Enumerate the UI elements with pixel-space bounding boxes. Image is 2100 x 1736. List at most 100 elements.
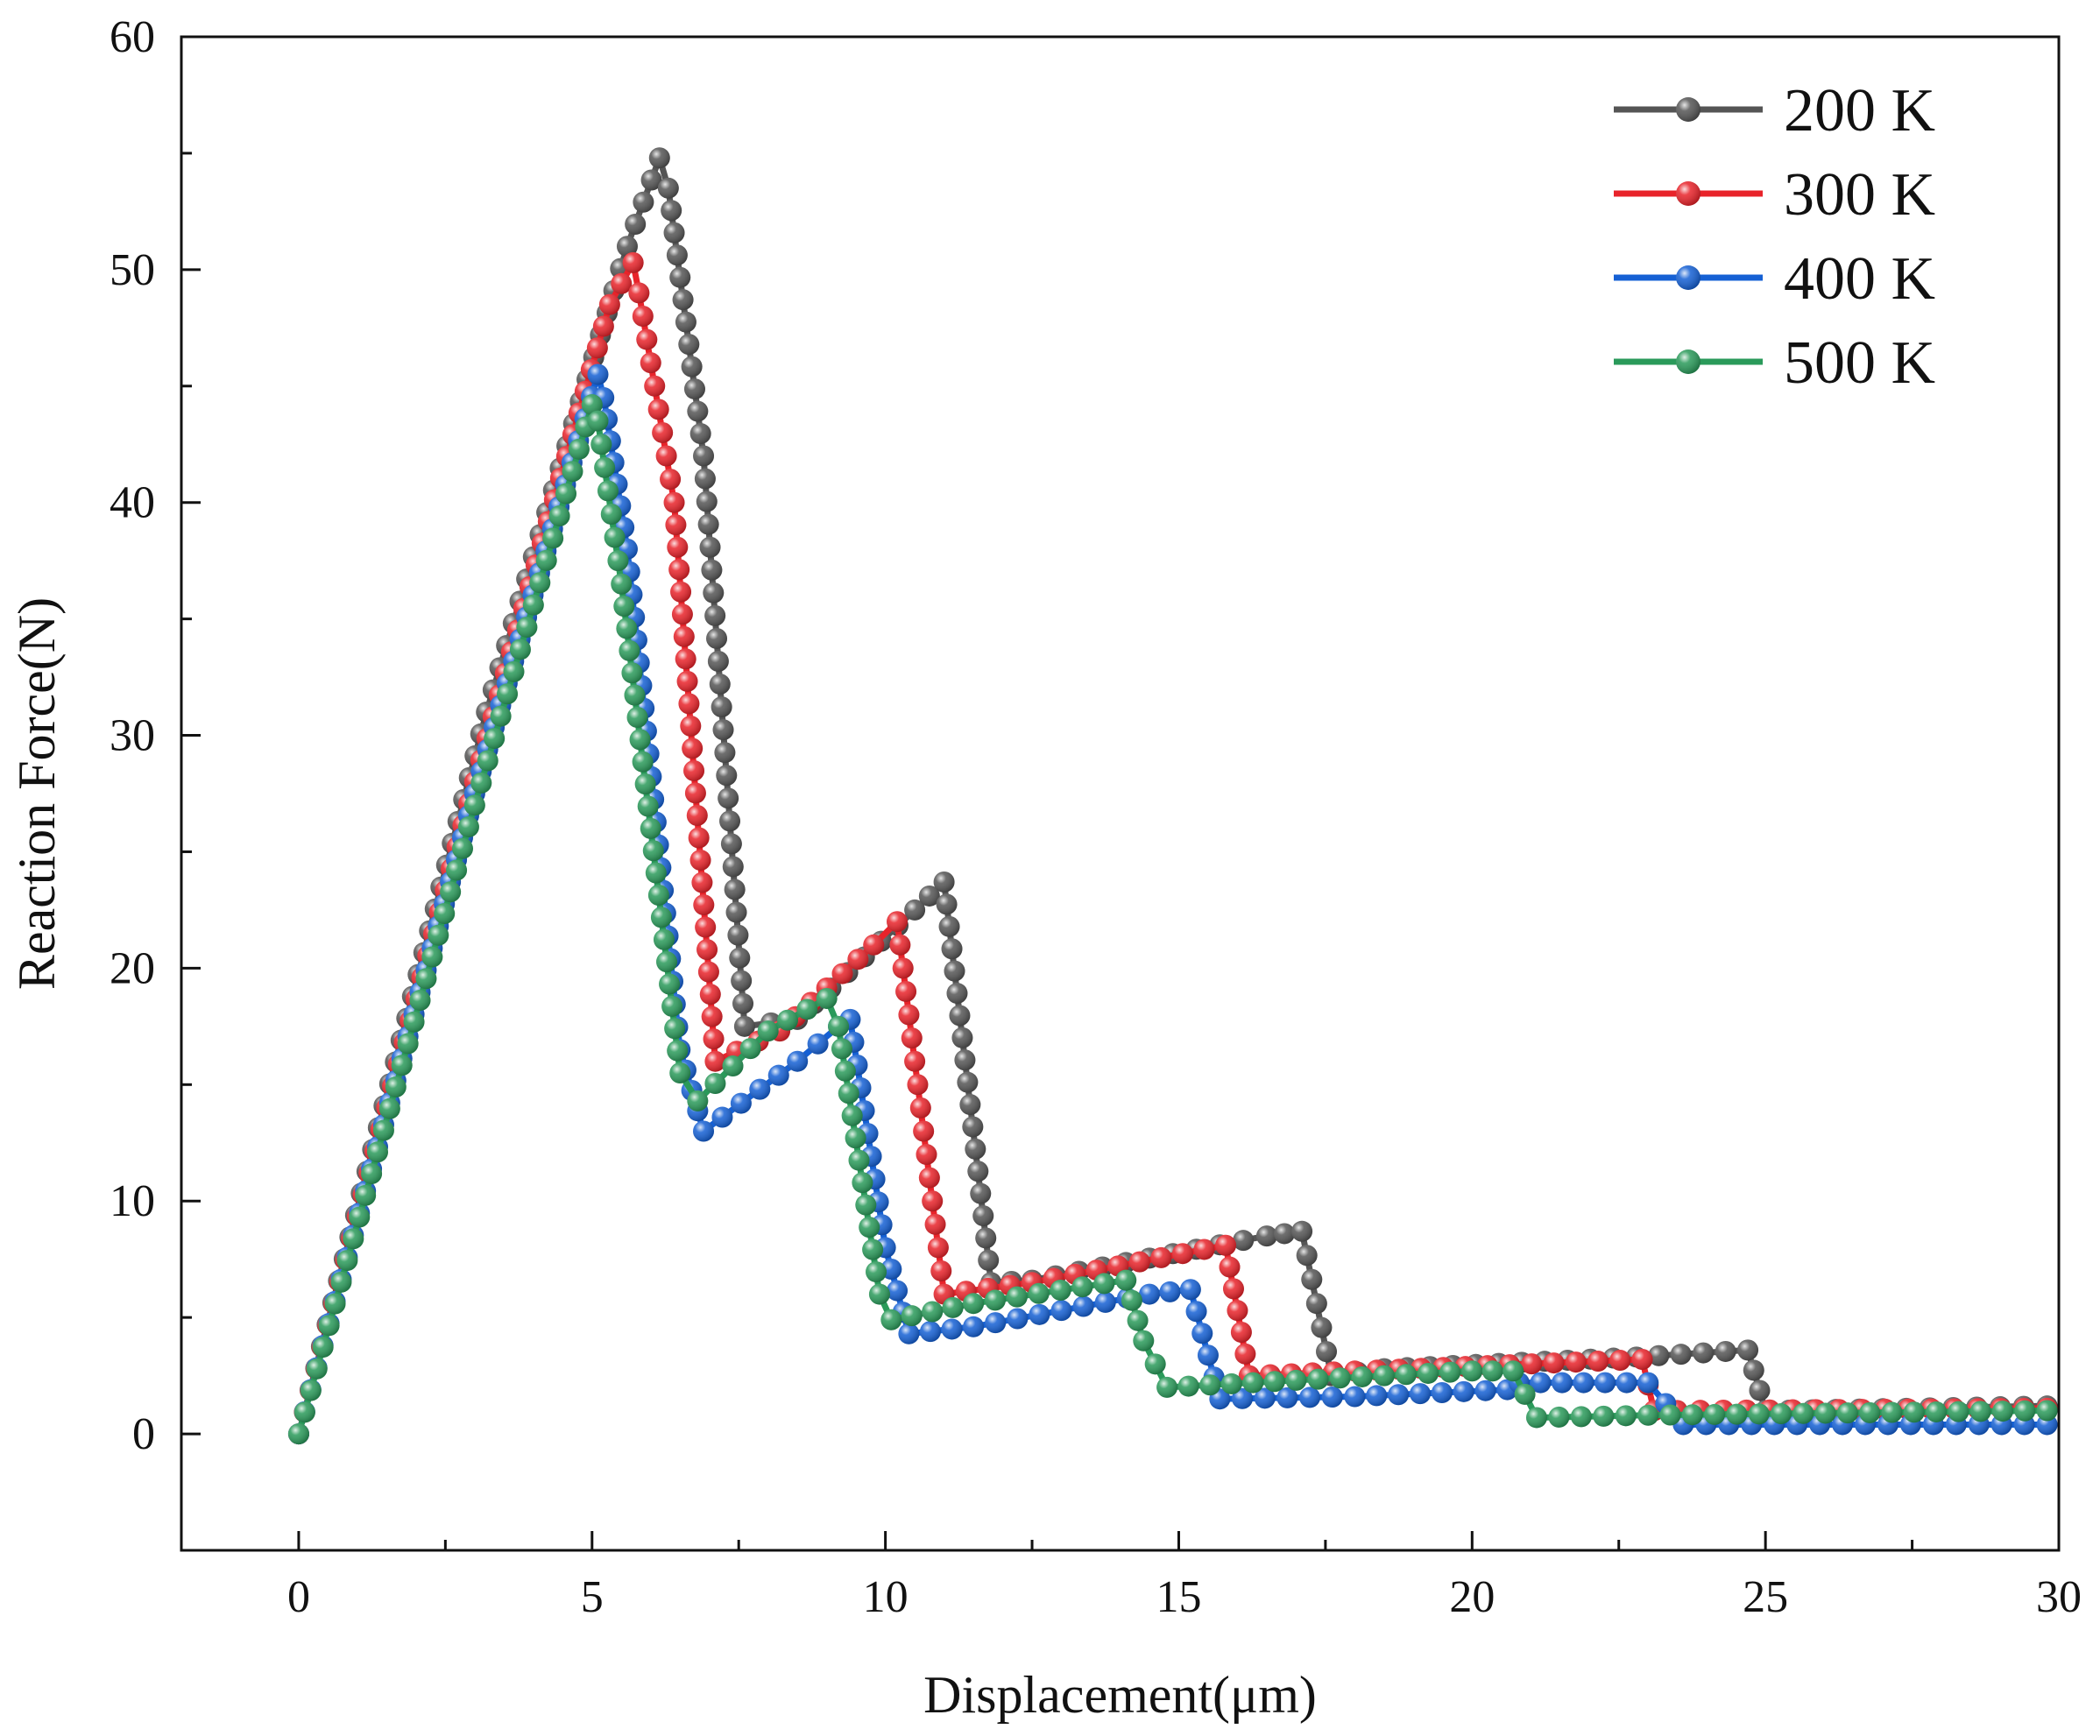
data-point-shading <box>855 1194 877 1216</box>
data-point-shading <box>691 872 713 893</box>
data-point-shading <box>625 214 647 236</box>
x-tick-label: 25 <box>1743 1572 1788 1622</box>
data-point-shading <box>841 1104 863 1126</box>
data-point-shading <box>1409 1383 1431 1405</box>
data-point-shading <box>887 911 909 933</box>
data-point-shading <box>336 1250 358 1272</box>
data-point-shading <box>922 1301 944 1323</box>
data-point-shading <box>951 1027 973 1048</box>
data-point-shading <box>1648 1344 1670 1366</box>
data-point-shading <box>1299 1387 1321 1408</box>
data-point-shading <box>689 423 711 445</box>
data-point-shading <box>647 885 669 907</box>
data-point-shading <box>1570 1406 1592 1428</box>
data-point-shading <box>930 1260 952 1281</box>
data-point-shading <box>1138 1283 1160 1305</box>
data-point-shading <box>1551 1372 1573 1394</box>
data-point-shading <box>656 951 678 973</box>
data-point-shading <box>330 1271 352 1293</box>
data-point-shading <box>484 728 506 750</box>
data-point-shading <box>1301 1268 1323 1290</box>
data-point-shading <box>868 1283 890 1305</box>
data-point-shading <box>695 916 717 938</box>
data-point-shading <box>673 625 695 647</box>
data-point-shading <box>616 617 638 639</box>
data-point-shading <box>965 1138 986 1160</box>
data-point-shading <box>703 582 725 603</box>
data-point-shading <box>660 469 682 490</box>
data-point-shading <box>916 1144 937 1166</box>
data-point-shading <box>942 1296 964 1318</box>
data-point-shading <box>669 266 691 288</box>
data-point-shading <box>604 526 626 548</box>
legend-item: 200 K <box>1614 77 1935 145</box>
data-point-shading <box>636 328 658 350</box>
data-point-shading <box>970 1182 992 1204</box>
data-point-shading <box>1948 1401 1969 1422</box>
data-point-shading <box>1230 1321 1252 1343</box>
data-point-shading <box>287 1423 309 1445</box>
data-point-shading <box>509 639 531 660</box>
data-point-shading <box>680 715 702 737</box>
data-point-shading <box>1926 1401 1948 1422</box>
data-point-shading <box>366 1141 388 1163</box>
data-point-shading <box>898 1323 920 1344</box>
data-point-shading <box>497 683 519 705</box>
data-point-shading <box>1185 1301 1207 1323</box>
data-point-shading <box>1094 1291 1116 1313</box>
data-point-shading <box>361 1163 383 1185</box>
legend-swatch-shading <box>1676 181 1701 206</box>
data-point-shading <box>1453 1380 1474 1402</box>
y-tick-label: 10 <box>110 1176 155 1226</box>
data-point-shading <box>848 1149 870 1171</box>
data-point-shading <box>676 670 698 692</box>
data-point-shading <box>1792 1402 1814 1424</box>
data-point-shading <box>1321 1386 1343 1408</box>
data-point-shading <box>704 1050 726 1072</box>
data-point-shading <box>711 696 732 718</box>
data-point-shading <box>1573 1372 1594 1394</box>
data-point-shading <box>349 1206 371 1228</box>
data-point-shading <box>1681 1404 1703 1426</box>
data-point-shading <box>632 306 654 328</box>
data-point-shading <box>845 1127 866 1149</box>
y-axis-title: Reaction Force(N) <box>8 597 66 990</box>
data-point-shading <box>1254 1387 1276 1409</box>
y-tick-label: 60 <box>110 12 155 62</box>
data-point-shading <box>587 410 609 432</box>
data-point-shading <box>607 550 629 572</box>
data-point-shading <box>385 1076 407 1098</box>
data-point-shading <box>300 1380 322 1401</box>
data-point-shading <box>1373 1365 1395 1387</box>
data-point-shading <box>901 1305 923 1327</box>
data-point-shading <box>1159 1281 1181 1302</box>
data-point-shading <box>880 1309 902 1330</box>
data-point-shading <box>1548 1406 1570 1428</box>
data-point-shading <box>675 311 696 333</box>
data-point-shading <box>687 1090 709 1111</box>
data-point-shading <box>1525 1407 1547 1429</box>
data-point-shading <box>421 946 443 968</box>
data-point-shading <box>611 573 633 595</box>
data-point-shading <box>963 1293 985 1315</box>
series-300k <box>287 251 2058 1445</box>
data-point-shading <box>918 885 940 907</box>
data-point-shading <box>535 549 557 571</box>
data-point-shading <box>1418 1362 1439 1384</box>
axis-layer: 0 5 10 15 20 25 30 0 10 20 30 40 50 60 <box>110 12 2082 1622</box>
data-point-shading <box>672 289 694 311</box>
data-point-shading <box>777 1009 799 1031</box>
data-point-shading <box>611 272 633 294</box>
data-point-shading <box>1128 1251 1150 1273</box>
data-point-shading <box>699 536 721 558</box>
data-point-shading <box>938 915 960 937</box>
data-point-shading <box>1233 1230 1255 1252</box>
data-point-shading <box>892 957 914 979</box>
data-point-shading <box>838 1083 859 1104</box>
data-point-shading <box>1007 1308 1029 1330</box>
data-point-shading <box>522 594 544 616</box>
data-point-shading <box>1521 1353 1543 1375</box>
data-point-shading <box>688 827 710 849</box>
data-point-shading <box>668 559 690 581</box>
data-point-shading <box>409 990 431 1012</box>
